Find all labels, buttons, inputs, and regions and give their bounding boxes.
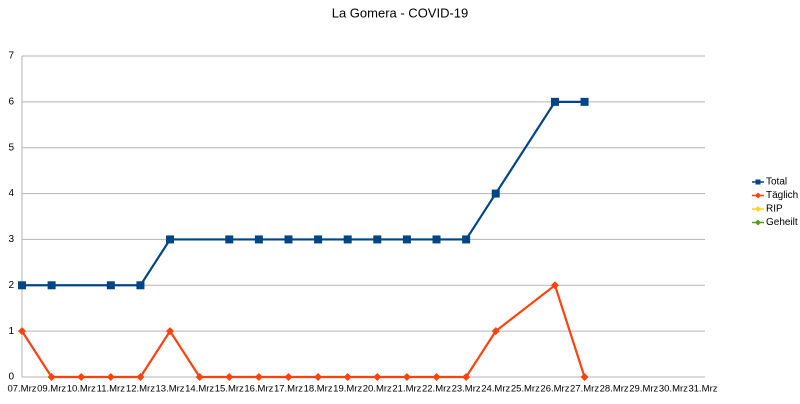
- marker: [550, 281, 559, 290]
- marker: [402, 235, 411, 244]
- x-tick-label: 25.Mrz: [511, 384, 540, 395]
- marker: [314, 235, 323, 244]
- legend-marker: [755, 179, 761, 185]
- x-tick-label: 27.Mrz: [570, 384, 599, 395]
- x-tick-label: 14.Mrz: [185, 384, 214, 395]
- x-tick-label: 24.Mrz: [481, 384, 510, 395]
- y-tick-label: 6: [8, 96, 14, 107]
- x-tick-label: 16.Mrz: [244, 384, 273, 395]
- x-tick-label: 20.Mrz: [363, 384, 392, 395]
- x-tick-label: 31.Mrz: [688, 384, 717, 395]
- x-tick-label: 12.Mrz: [126, 384, 155, 395]
- marker: [195, 373, 204, 381]
- marker: [284, 373, 293, 381]
- marker: [166, 327, 175, 336]
- x-tick-label: 28.Mrz: [600, 384, 629, 395]
- x-tick-label: 26.Mrz: [540, 384, 569, 395]
- marker: [106, 373, 115, 381]
- x-tick-label: 10.Mrz: [67, 384, 96, 395]
- legend-marker: [755, 206, 761, 212]
- marker: [343, 373, 352, 381]
- marker: [106, 281, 115, 290]
- legend-marker: [755, 192, 761, 199]
- x-tick-label: 23.Mrz: [452, 384, 481, 395]
- marker: [373, 373, 382, 381]
- marker: [18, 327, 26, 336]
- marker: [225, 373, 234, 381]
- marker: [462, 373, 471, 381]
- x-tick-label: 19.Mrz: [333, 384, 362, 395]
- marker: [550, 97, 559, 106]
- legend-marker: [755, 219, 761, 226]
- marker: [225, 235, 234, 244]
- marker: [254, 235, 263, 244]
- legend-label: Geheilt: [766, 217, 798, 228]
- chart-title: La Gomera - COVID-19: [332, 5, 469, 20]
- x-tick-label: 22.Mrz: [422, 384, 451, 395]
- x-tick-label: 29.Mrz: [629, 384, 658, 395]
- marker: [136, 281, 145, 290]
- legend-label: RIP: [766, 204, 783, 215]
- x-tick-label: 07.Mrz: [7, 384, 36, 395]
- x-tick-label: 15.Mrz: [215, 384, 244, 395]
- marker: [491, 327, 500, 336]
- marker: [343, 235, 352, 244]
- marker: [491, 189, 500, 198]
- y-tick-label: 4: [8, 188, 14, 199]
- y-tick-label: 7: [8, 51, 14, 62]
- y-tick-label: 2: [8, 280, 14, 291]
- x-tick-label: 17.Mrz: [274, 384, 303, 395]
- marker: [580, 373, 589, 381]
- marker: [373, 235, 382, 244]
- marker: [136, 373, 145, 381]
- x-tick-label: 30.Mrz: [659, 384, 688, 395]
- marker: [432, 373, 441, 381]
- marker: [166, 235, 175, 244]
- marker: [402, 373, 411, 381]
- marker: [77, 373, 86, 381]
- marker: [254, 373, 263, 381]
- legend-label: Total: [766, 177, 787, 188]
- marker: [18, 281, 26, 290]
- x-tick-label: 18.Mrz: [304, 384, 333, 395]
- x-tick-label: 13.Mrz: [156, 384, 185, 395]
- marker: [314, 373, 323, 381]
- x-tick-label: 21.Mrz: [392, 384, 421, 395]
- marker: [432, 235, 441, 244]
- marker: [47, 281, 56, 290]
- marker: [47, 373, 56, 381]
- x-tick-label: 09.Mrz: [37, 384, 66, 395]
- x-tick-label: 11.Mrz: [97, 384, 126, 395]
- y-tick-label: 3: [8, 234, 14, 245]
- marker: [462, 235, 471, 244]
- marker: [284, 235, 293, 244]
- marker: [580, 97, 589, 106]
- legend-label: Täglich: [766, 190, 798, 201]
- y-tick-label: 5: [8, 142, 14, 153]
- y-tick-label: 0: [8, 372, 14, 383]
- y-tick-label: 1: [8, 326, 14, 337]
